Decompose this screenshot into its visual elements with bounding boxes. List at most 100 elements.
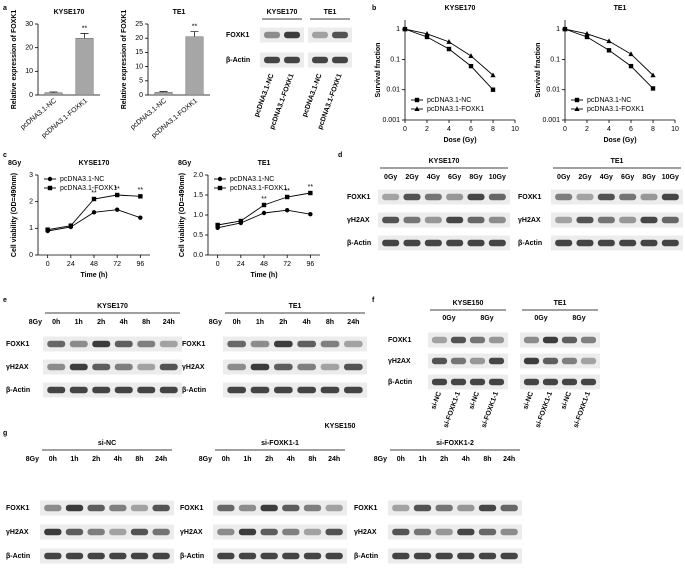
blot-band: [457, 552, 475, 560]
panel-label: g: [3, 430, 7, 437]
blot-title: KYSE170: [429, 158, 460, 165]
x-tick-label: 72: [113, 261, 121, 268]
x-tick-label: 10: [511, 126, 519, 133]
marker: [424, 31, 430, 36]
row-label: β-Actin: [518, 240, 542, 247]
row-label: β-Actin: [6, 553, 30, 560]
x-tick-label: 4: [447, 126, 451, 133]
blot-band: [403, 216, 421, 224]
condition-label: 8Gy: [8, 160, 21, 167]
blot-band: [137, 363, 156, 371]
lane-label: 8h: [483, 456, 491, 463]
y-axis-label: Cell viability (OD=490nm): [11, 173, 18, 257]
blot-band: [478, 528, 497, 536]
blot-band: [467, 216, 485, 224]
x-axis-label: Dose (Gy): [603, 137, 636, 144]
blot-band: [580, 378, 597, 386]
significance: **: [91, 190, 97, 197]
marker: [446, 39, 452, 44]
blot-band: [325, 504, 343, 512]
condition-label: 0Gy: [442, 315, 455, 322]
blot-strip: [260, 27, 304, 43]
row-label: FOXK1: [388, 337, 411, 344]
marker: [414, 97, 420, 103]
blot-band: [469, 357, 486, 365]
blot-title: TE1: [554, 300, 567, 307]
lane-label: 1h: [418, 456, 426, 463]
blot-band: [435, 504, 453, 512]
blot-band: [284, 31, 300, 39]
blot-band: [238, 528, 257, 536]
error-bar: [190, 31, 199, 37]
blot-band: [114, 363, 133, 371]
blot-band: [382, 239, 400, 247]
lane-label: 0Gy: [557, 174, 570, 181]
blot-band: [561, 357, 578, 365]
blot-band: [597, 216, 615, 224]
blot-band: [488, 378, 505, 386]
blot-strip: [43, 382, 182, 398]
y-axis-label: Survival fraction: [375, 43, 382, 98]
blot-band: [488, 216, 506, 224]
blot-band: [250, 363, 270, 371]
marker: [562, 26, 568, 32]
blot-band: [217, 504, 235, 512]
blot-band: [87, 528, 105, 536]
blot-band: [297, 386, 316, 394]
blot-band: [109, 552, 127, 560]
blot-band: [640, 239, 658, 247]
blot-title: si-FOXK1-1: [261, 440, 299, 447]
blot-band: [413, 504, 432, 512]
y-tick-label: 3: [29, 172, 33, 179]
x-axis-label: Time (h): [80, 272, 107, 279]
marker: [574, 97, 580, 103]
lane-label: 2Gy: [578, 174, 591, 181]
marker: [628, 51, 634, 57]
y-tick-label: 1.0: [193, 212, 203, 219]
marker: [138, 215, 143, 220]
blot-band: [488, 239, 506, 247]
blot-strip: [551, 189, 683, 205]
blot-strip: [388, 500, 522, 516]
lane-label: 4Gy: [427, 174, 440, 181]
blot-band: [597, 193, 615, 201]
y-tick-label: 0: [139, 92, 143, 99]
legend-label: pcDNA3.1-FOXK1: [230, 185, 287, 192]
blot-band: [542, 336, 559, 344]
y-tick-label: 2: [29, 199, 33, 206]
marker: [490, 72, 496, 78]
blot-band: [457, 504, 475, 512]
blot-band: [69, 363, 88, 371]
lane-label: 4h: [287, 456, 295, 463]
condition-label: 8Gy: [572, 315, 585, 322]
y-tick-label: 5: [139, 78, 143, 85]
x-tick-label: 24: [237, 261, 245, 268]
blot-strip: [308, 52, 352, 68]
blot-band: [274, 340, 293, 348]
blot-band: [282, 552, 300, 560]
blot-band: [227, 386, 246, 394]
blot-band: [114, 340, 133, 348]
blot-band: [580, 357, 597, 365]
lane-label: si-FOXK1-1: [535, 391, 555, 429]
panel-label: b: [372, 5, 376, 12]
condition-label: 8Gy: [480, 315, 493, 322]
treatment-label: 8Gy: [26, 456, 39, 463]
blot-band: [488, 336, 505, 344]
blot-band: [325, 528, 343, 536]
significance: **: [308, 184, 314, 191]
panel-label: d: [338, 152, 342, 159]
marker: [45, 227, 50, 232]
lane-label: 24h: [155, 456, 167, 463]
lane-label: 8Gy: [469, 174, 482, 181]
blot-band: [619, 216, 637, 224]
treatment-label: 8Gy: [374, 456, 387, 463]
blot-band: [576, 239, 594, 247]
row-label: FOXK1: [354, 505, 377, 512]
row-label: γH2AX: [182, 364, 205, 371]
lane-label: 0h: [49, 456, 57, 463]
row-label: β-Actin: [347, 240, 371, 247]
significance: **: [114, 186, 120, 193]
marker: [308, 212, 313, 217]
blot-band: [238, 504, 257, 512]
